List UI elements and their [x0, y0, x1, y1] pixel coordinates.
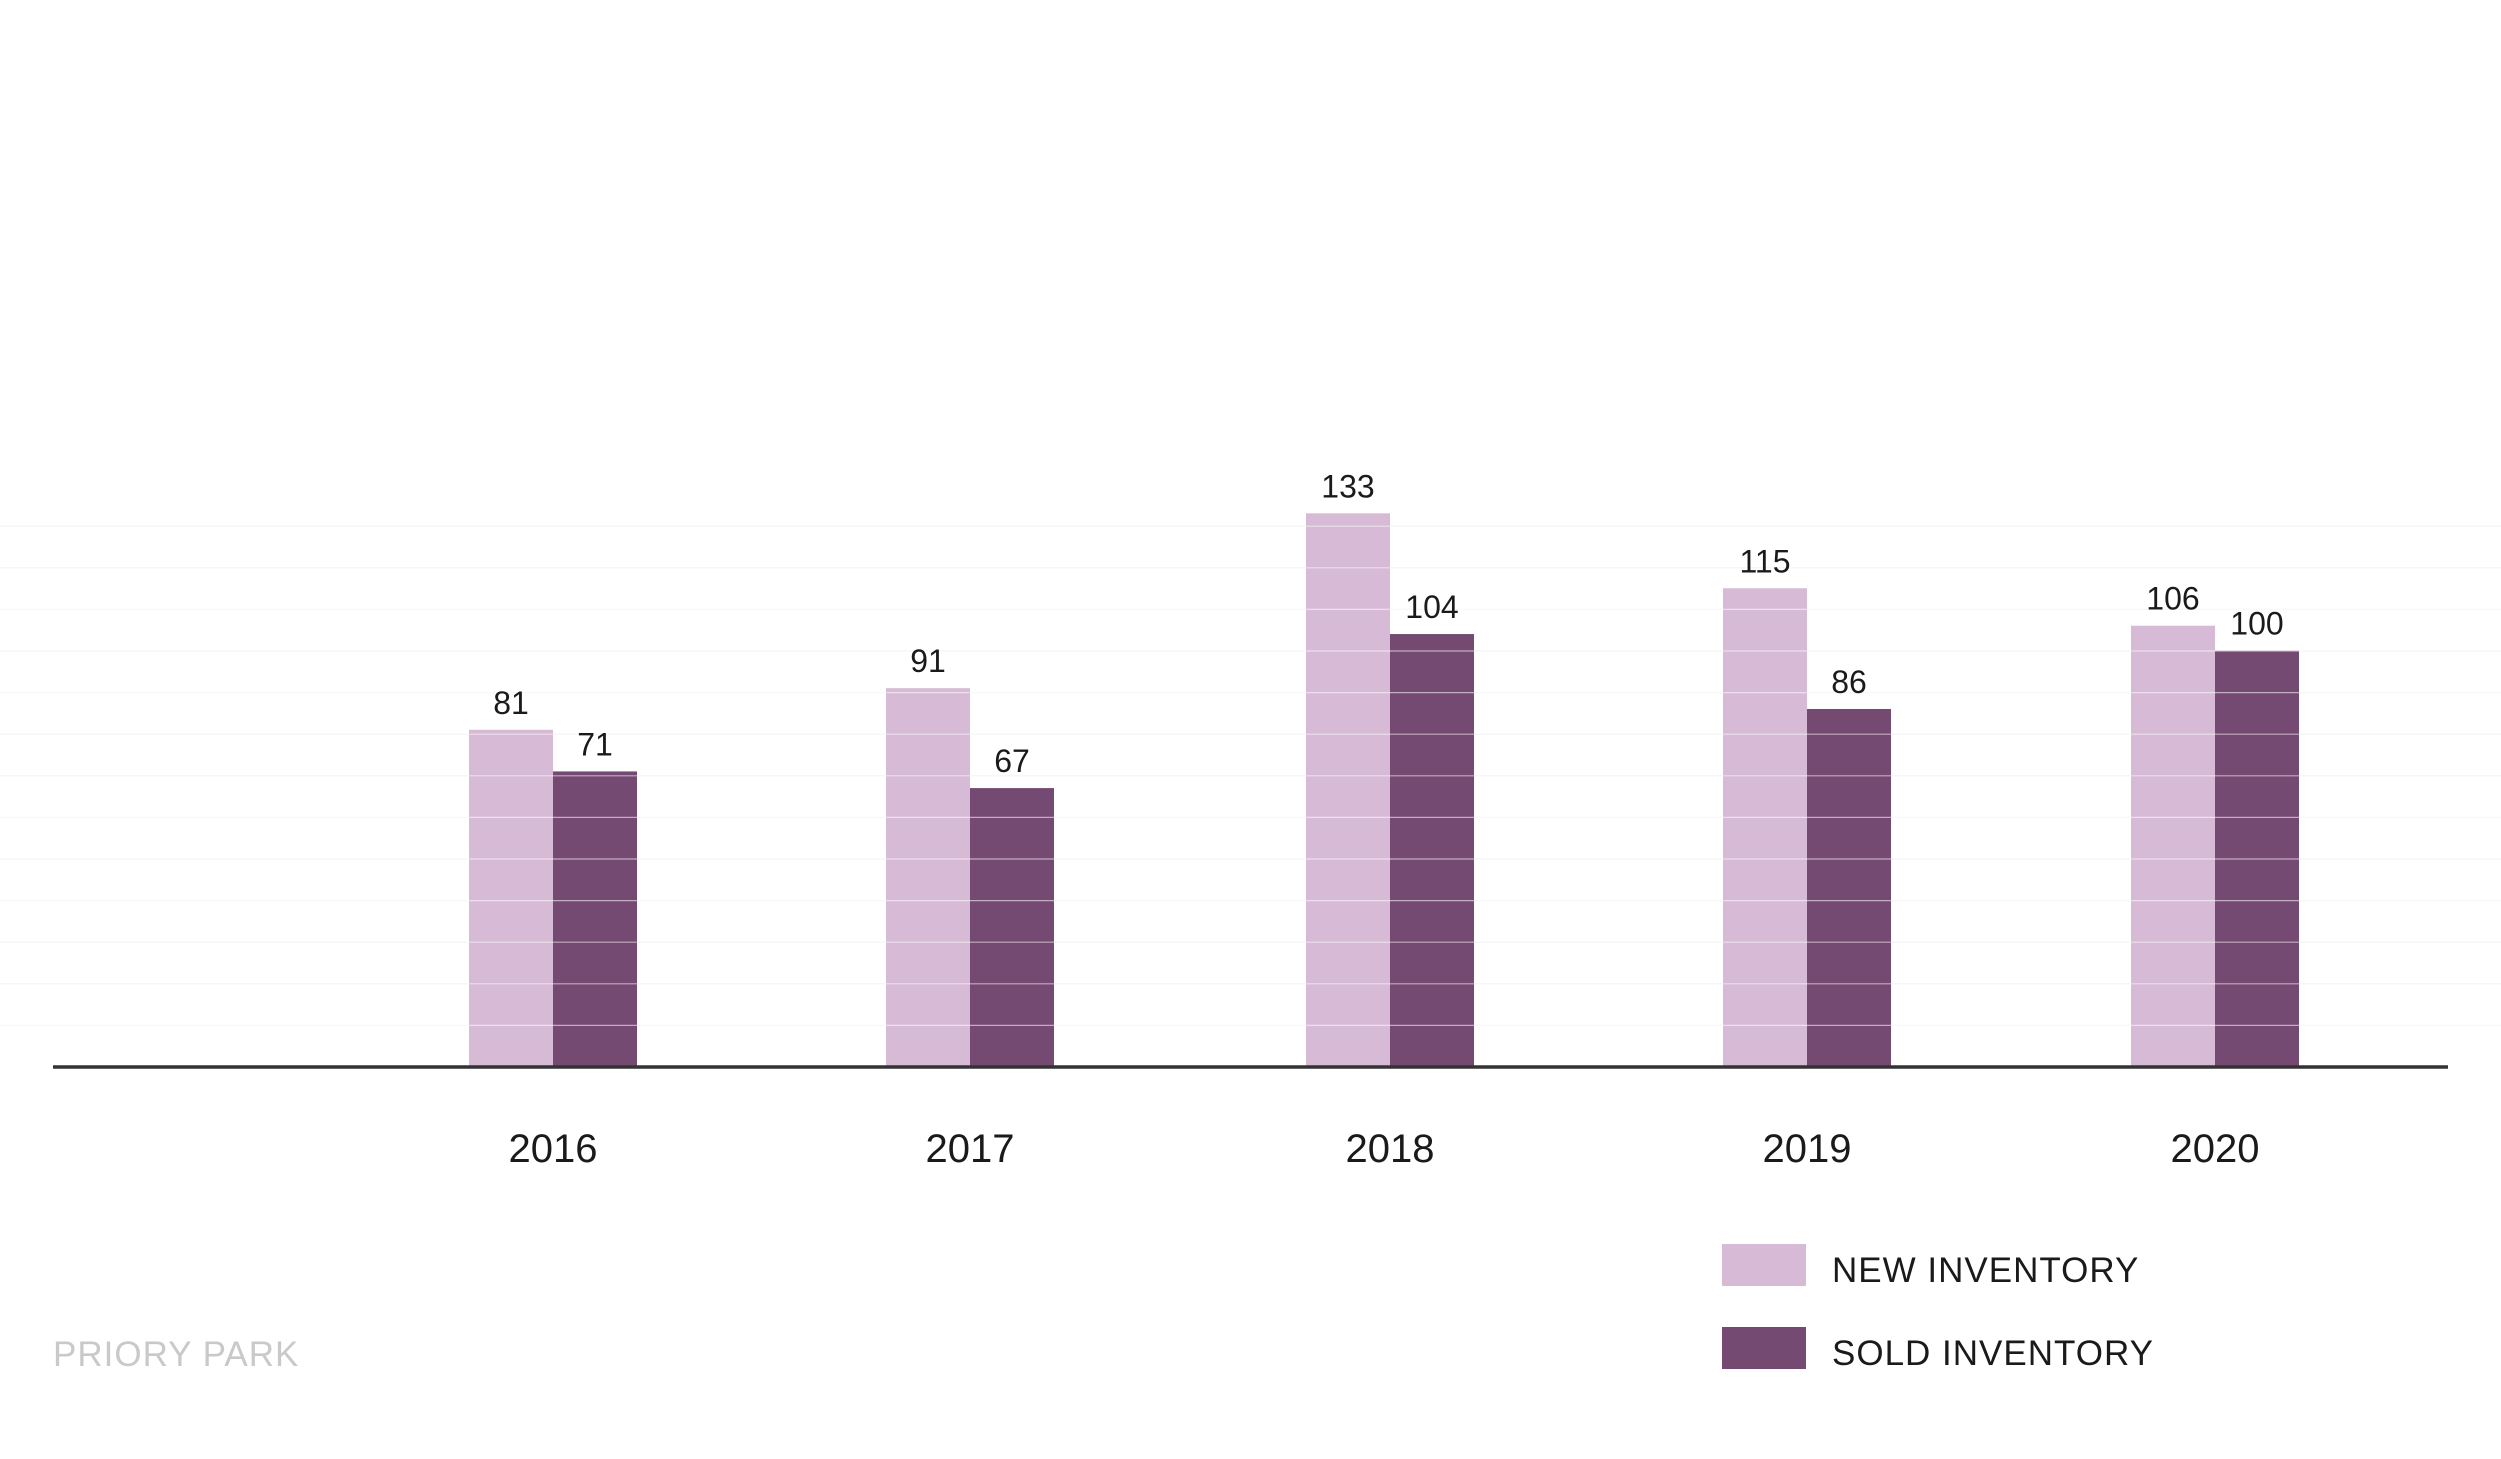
legend-item-sold-inventory: SOLD INVENTORY	[1722, 1326, 2154, 1373]
data-label-sold-inventory-2020: 100	[2230, 606, 2283, 642]
data-label-sold-inventory-2016: 71	[577, 726, 613, 762]
bar-new-inventory-2018	[1306, 513, 1390, 1067]
bar-new-inventory-2019	[1723, 588, 1807, 1067]
legend-item-new-inventory: NEW INVENTORY	[1722, 1243, 2154, 1290]
legend-label-sold-inventory: SOLD INVENTORY	[1832, 1334, 2154, 1373]
data-label-new-inventory-2020: 106	[2146, 581, 2199, 617]
bar-sold-inventory-2019	[1807, 708, 1891, 1067]
legend: NEW INVENTORY SOLD INVENTORY	[1722, 1243, 2154, 1409]
data-label-sold-inventory-2017: 67	[994, 743, 1030, 779]
bar-sold-inventory-2018	[1390, 634, 1474, 1067]
x-tick-label-2016: 2016	[509, 1127, 598, 1171]
legend-swatch-new-inventory	[1722, 1244, 1806, 1286]
footer-label: PRIORY PARK	[53, 1335, 300, 1374]
x-tick-label-2020: 2020	[2171, 1127, 2260, 1171]
x-tick-label-2017: 2017	[926, 1127, 1015, 1171]
bar-new-inventory-2016	[469, 729, 553, 1067]
data-label-new-inventory-2016: 81	[493, 685, 529, 721]
data-label-sold-inventory-2018: 104	[1405, 589, 1458, 625]
data-label-new-inventory-2018: 133	[1321, 468, 1374, 504]
bars	[0, 513, 2501, 1067]
x-tick-label-2019: 2019	[1763, 1127, 1852, 1171]
data-label-new-inventory-2019: 115	[1739, 543, 1790, 579]
legend-label-new-inventory: NEW INVENTORY	[1832, 1251, 2140, 1290]
x-tick-label-2018: 2018	[1346, 1127, 1435, 1171]
legend-swatch-sold-inventory	[1722, 1327, 1806, 1369]
bar-new-inventory-2020	[2131, 625, 2215, 1067]
bar-sold-inventory-2017	[970, 788, 1054, 1067]
data-label-new-inventory-2017: 91	[910, 643, 946, 679]
bar-sold-inventory-2016	[553, 771, 637, 1067]
data-labels: 81 91 133 115 106 71 67 104 86 100	[493, 468, 2283, 779]
data-label-sold-inventory-2019: 86	[1831, 664, 1867, 700]
x-axis-tick-labels: 2016 2017 2018 2019 2020	[509, 1127, 2260, 1171]
bar-new-inventory-2017	[886, 688, 970, 1067]
